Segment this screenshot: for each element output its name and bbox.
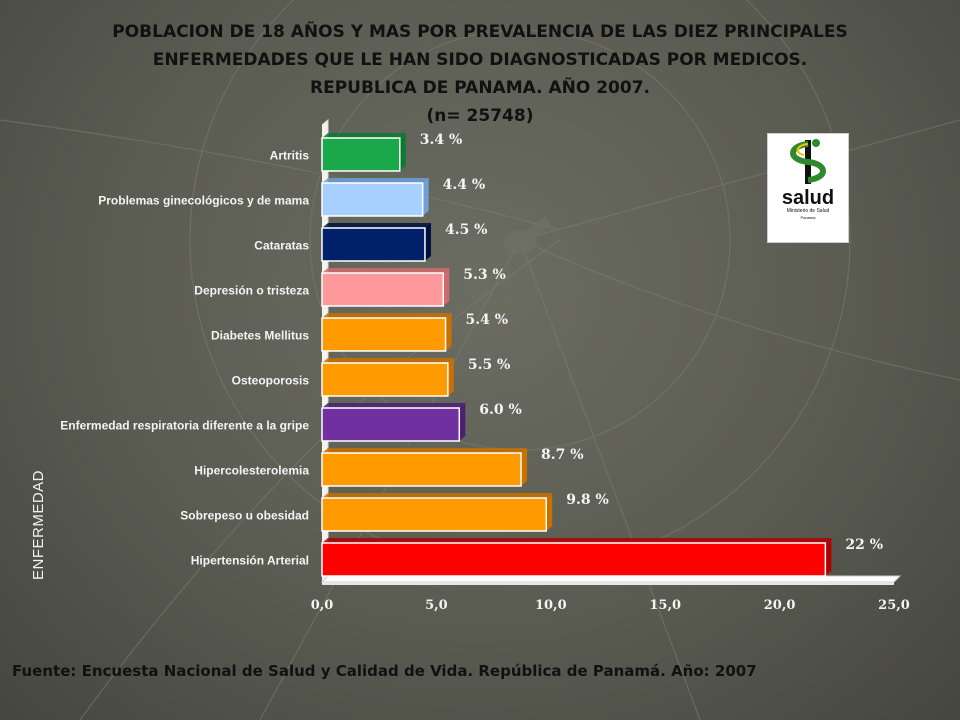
data-label: 22 %: [845, 537, 883, 553]
bar-top: [322, 313, 452, 318]
bar-top: [322, 358, 454, 363]
category-label: Diabetes Mellitus: [211, 329, 309, 343]
bar-side: [399, 133, 406, 171]
bar-side: [521, 448, 528, 486]
data-label: 5.3 %: [463, 267, 506, 283]
data-label: 3.4 %: [420, 132, 463, 148]
x-axis-line: [322, 582, 894, 585]
caduceus-snake-icon: salud Ministerio de Salud Panama: [782, 139, 834, 220]
category-label: Problemas ginecológicos y de mama: [98, 194, 309, 208]
x-tick-label: 15,0: [649, 598, 681, 613]
bar-side: [422, 178, 429, 216]
bar: [321, 182, 424, 217]
data-label: 8.7 %: [541, 447, 584, 463]
title-line-1: POBLACION DE 18 AÑOS Y MAS POR PREVALENC…: [112, 22, 848, 42]
category-label: Osteoporosis: [232, 374, 310, 388]
data-label: 9.8 %: [566, 492, 609, 508]
bar-top: [322, 448, 528, 453]
chart-title: POBLACION DE 18 AÑOS Y MAS POR PREVALENC…: [60, 18, 900, 130]
x-tick-label: 5,0: [425, 598, 448, 613]
bar: [321, 137, 401, 172]
category-label: Depresión o tristeza: [194, 284, 309, 298]
category-label: Enfermedad respiratoria diferente a la g…: [60, 419, 309, 433]
axis-floor: [320, 575, 902, 583]
title-line-3: REPUBLICA DE PANAMA. AÑO 2007.: [309, 78, 650, 98]
bar: [321, 227, 426, 262]
category-label: Hipercolesterolemia: [194, 464, 309, 478]
bar: [321, 407, 461, 442]
logo-subtext: Ministerio de Salud: [787, 208, 830, 214]
bar-side: [825, 538, 832, 576]
bar: [321, 452, 522, 487]
bar-top: [322, 493, 553, 498]
bar-top: [322, 223, 431, 228]
bar-top: [322, 403, 466, 408]
category-label: Hipertensión Arterial: [191, 554, 309, 568]
category-label: Artritis: [270, 149, 310, 163]
y-axis-label: ENFERMEDAD: [30, 469, 47, 580]
logo-text: salud: [782, 187, 834, 209]
bar-top: [322, 133, 406, 138]
title-line-4: (n= 25748): [426, 106, 534, 126]
bar-side: [447, 358, 454, 396]
category-label: Sobrepeso u obesidad: [180, 509, 309, 523]
data-label: 4.5 %: [445, 222, 488, 238]
bar-side: [546, 493, 553, 531]
bar: [321, 497, 547, 532]
ministry-logo: salud Ministerio de Salud Panama: [767, 133, 849, 243]
bar-top: [322, 268, 450, 273]
bar-top: [322, 178, 429, 183]
bar-top: [322, 538, 832, 543]
x-tick-label: 25,0: [878, 598, 910, 613]
category-label: Cataratas: [254, 239, 309, 253]
data-label: 6.0 %: [479, 402, 522, 418]
bar-side: [424, 223, 431, 261]
title-line-2: ENFERMEDADES QUE LE HAN SIDO DIAGNOSTICA…: [152, 50, 808, 70]
bar-side: [445, 313, 452, 351]
bar-side: [459, 403, 466, 441]
data-label: 4.4 %: [443, 177, 486, 193]
data-label: 5.5 %: [468, 357, 511, 373]
data-label: 5.4 %: [466, 312, 509, 328]
x-tick-label: 0,0: [311, 598, 334, 613]
bar: [321, 542, 827, 577]
x-tick-label: 20,0: [764, 598, 796, 613]
bar: [321, 272, 445, 307]
bar: [321, 317, 447, 352]
bar-side: [443, 268, 450, 306]
bar: [321, 362, 449, 397]
source-footer: Fuente: Encuesta Nacional de Salud y Cal…: [12, 662, 757, 680]
x-tick-label: 10,0: [535, 598, 567, 613]
logo-subtext-2: Panama: [801, 215, 817, 220]
